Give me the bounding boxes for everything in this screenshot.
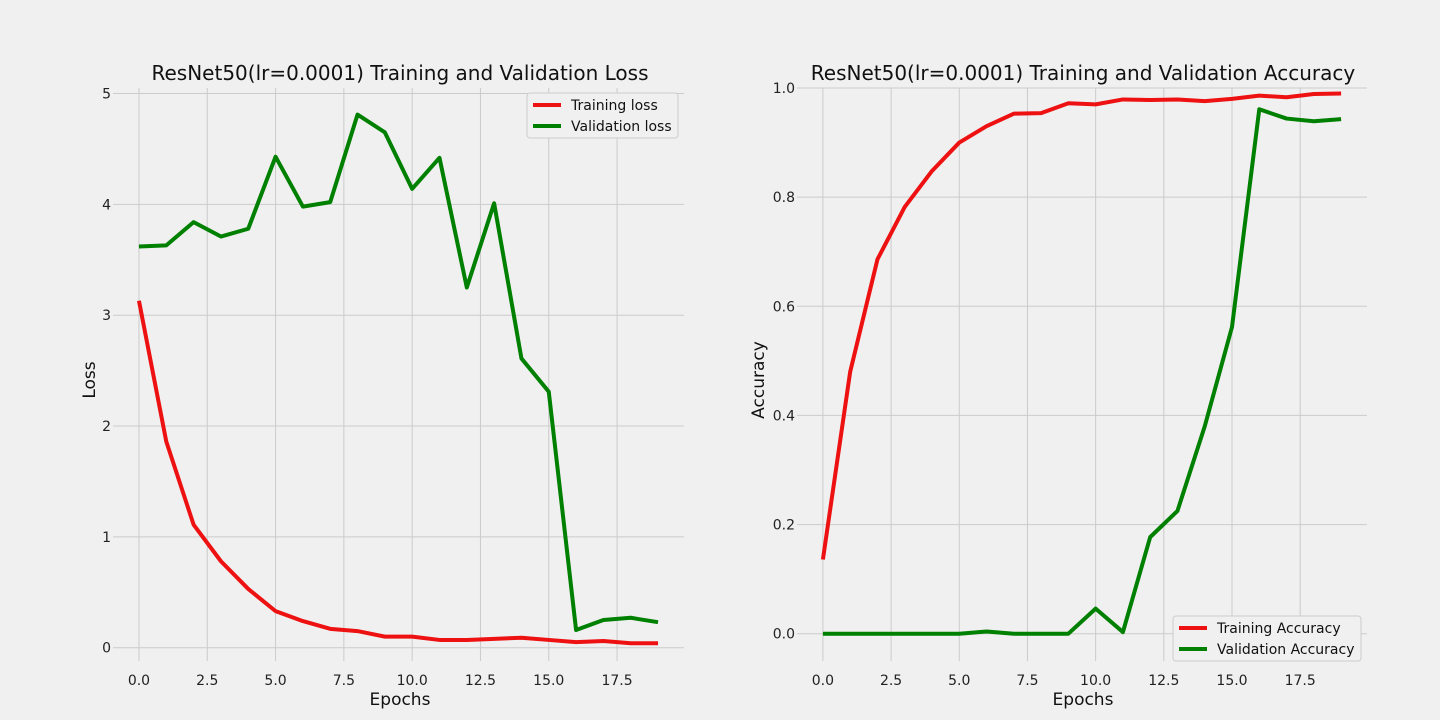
- accuracy-y-axis-label: Accuracy: [749, 341, 769, 419]
- accuracy-y-tick-label: 0.2: [773, 518, 795, 534]
- accuracy-x-tick-label: 10.0: [1080, 673, 1111, 689]
- accuracy-legend-label: Training Accuracy: [1216, 621, 1341, 637]
- loss-y-tick-label: 3: [102, 308, 111, 324]
- loss-x-tick-label: 10.0: [397, 673, 428, 689]
- loss-x-tick-label: 5.0: [264, 673, 286, 689]
- loss-y-tick-label: 1: [102, 530, 111, 546]
- accuracy-y-tick-label: 1.0: [773, 81, 795, 97]
- loss-series-line-validation: [138, 112, 659, 632]
- accuracy-x-tick-label: 0.0: [812, 673, 834, 689]
- accuracy-x-tick-label: 12.5: [1148, 673, 1179, 689]
- loss-ticks: 0.0 2.5 5.0 7.5 10.0 12.5 15.0 17.5 0 1 2 3 4 5: [102, 87, 633, 689]
- loss-series-line-training: [136, 300, 659, 646]
- accuracy-grid: [797, 87, 1367, 661]
- accuracy-chart: ResNet50(lr=0.0001) Training and Validat…: [749, 61, 1367, 710]
- loss-legend: Training loss Validation loss: [526, 92, 679, 139]
- loss-legend-label: Training loss: [570, 98, 658, 114]
- loss-x-tick-label: 17.5: [601, 673, 632, 689]
- loss-chart: ResNet50(lr=0.0001) Training and Validat…: [80, 61, 684, 710]
- loss-legend-box: [526, 92, 679, 139]
- accuracy-x-tick-label: 15.0: [1216, 673, 1247, 689]
- loss-y-tick-label: 2: [102, 419, 111, 435]
- accuracy-ticks: 0.0 2.5 5.0 7.5 10.0 12.5 15.0 17.5 0.0 0.2 0.4 0.6…: [773, 81, 1316, 689]
- accuracy-y-tick-label: 0.8: [773, 190, 795, 206]
- accuracy-legend: Training Accuracy Validation Accuracy: [1172, 615, 1362, 662]
- accuracy-series-line-validation: [822, 107, 1342, 636]
- loss-legend-label: Validation loss: [571, 119, 672, 135]
- accuracy-x-axis-label: Epochs: [1053, 690, 1114, 710]
- loss-x-axis-label: Epochs: [370, 690, 431, 710]
- loss-chart-title: ResNet50(lr=0.0001) Training and Validat…: [151, 61, 648, 85]
- loss-grid: [113, 88, 684, 661]
- accuracy-series: [820, 91, 1342, 636]
- loss-y-tick-label: 0: [102, 641, 111, 657]
- accuracy-legend-box: [1172, 615, 1362, 662]
- accuracy-x-tick-label: 7.5: [1016, 673, 1038, 689]
- loss-series: [136, 112, 659, 646]
- accuracy-x-tick-label: 2.5: [880, 673, 902, 689]
- loss-y-tick-label: 4: [102, 197, 111, 213]
- accuracy-chart-title: ResNet50(lr=0.0001) Training and Validat…: [811, 61, 1356, 85]
- accuracy-x-tick-label: 17.5: [1285, 673, 1316, 689]
- loss-y-axis-label: Loss: [80, 361, 100, 398]
- loss-x-tick-label: 12.5: [465, 673, 496, 689]
- accuracy-y-tick-label: 0.0: [773, 627, 795, 643]
- accuracy-legend-label: Validation Accuracy: [1217, 642, 1355, 658]
- loss-x-tick-label: 15.0: [533, 673, 564, 689]
- accuracy-x-tick-label: 5.0: [948, 673, 970, 689]
- loss-x-tick-label: 0.0: [128, 673, 150, 689]
- loss-y-tick-label: 5: [102, 87, 111, 103]
- accuracy-series-line-training: [820, 91, 1342, 560]
- accuracy-y-tick-label: 0.4: [773, 408, 795, 424]
- loss-x-tick-label: 7.5: [333, 673, 355, 689]
- loss-x-tick-label: 2.5: [196, 673, 218, 689]
- accuracy-y-tick-label: 0.6: [773, 299, 795, 315]
